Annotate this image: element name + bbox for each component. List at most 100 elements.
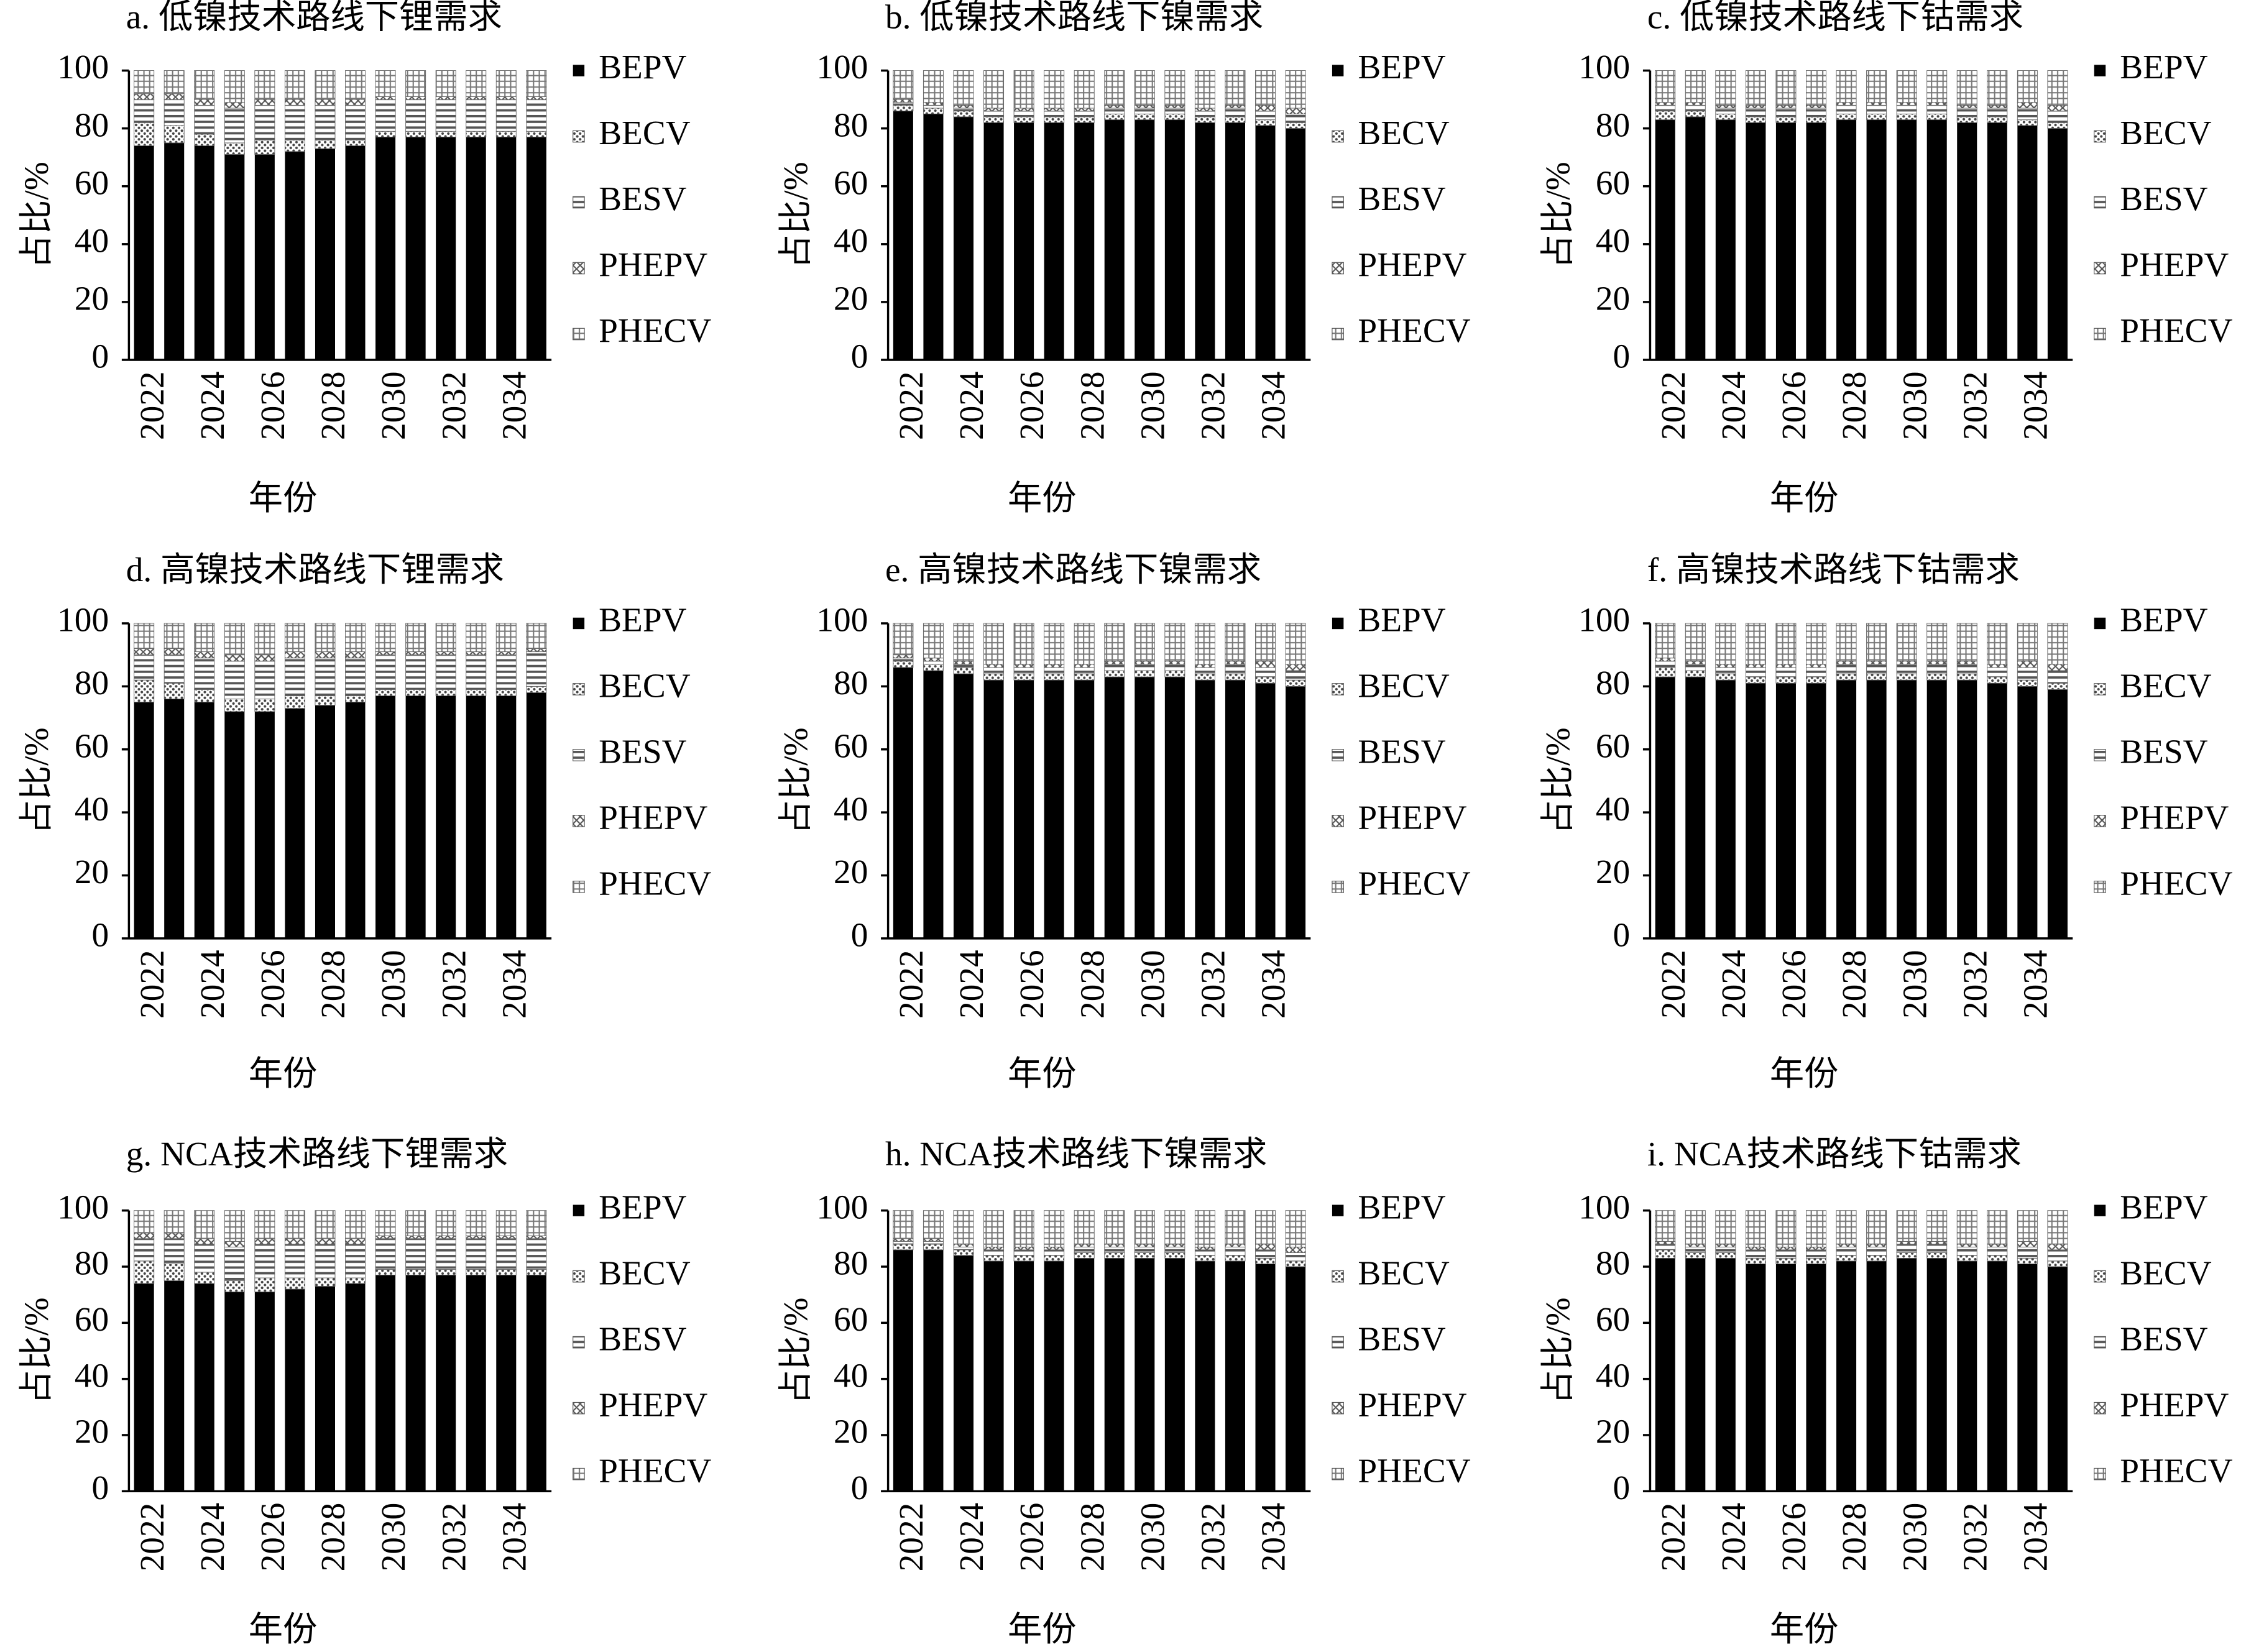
x-tick-label: 2030 <box>374 950 412 1019</box>
bar-segment <box>1896 1244 1917 1253</box>
bar-segment <box>466 1235 487 1239</box>
bar-segment <box>284 1210 305 1239</box>
x-tick-label: 2024 <box>193 371 231 440</box>
legend-label: BESV <box>599 733 686 771</box>
bar-segment <box>1987 104 2008 109</box>
x-tick-label: 2032 <box>1956 371 1994 440</box>
bar-segment <box>1655 1210 1676 1242</box>
bar-segment <box>2017 102 2038 109</box>
bar-segment <box>134 93 155 100</box>
x-tick-label: 2032 <box>435 950 472 1019</box>
bar-segment <box>495 131 517 138</box>
bar-segment <box>1044 1210 1065 1247</box>
bar-segment <box>1715 664 1736 668</box>
bar-segment <box>1775 667 1797 677</box>
legend-swatch <box>1332 815 1344 827</box>
bar-segment <box>284 651 305 659</box>
bar-segment <box>526 1269 547 1276</box>
bar-segment <box>1104 113 1125 121</box>
bar-segment <box>254 711 275 938</box>
bar-segment <box>1044 680 1064 938</box>
bar-segment <box>436 137 456 360</box>
bar-segment <box>194 702 214 938</box>
bar-segment <box>1926 70 1948 103</box>
bar-segment <box>923 1210 944 1239</box>
bar-segment <box>1745 664 1766 668</box>
bar-segment <box>1013 70 1034 109</box>
y-tick-label: 100 <box>57 48 109 86</box>
legend-label: BECV <box>1358 114 1450 152</box>
bar-segment <box>495 1269 517 1276</box>
bar-segment <box>2017 661 2038 668</box>
y-tick-label: 60 <box>1596 727 1630 764</box>
bar-segment <box>2047 1210 2068 1245</box>
y-tick-label: 60 <box>1596 163 1630 201</box>
y-tick-label: 100 <box>57 601 109 639</box>
bar-segment <box>1255 1244 1276 1250</box>
bar-segment <box>2047 664 2068 671</box>
y-tick-label: 100 <box>816 1188 868 1226</box>
bar-segment <box>1135 677 1155 938</box>
bar-segment <box>224 1246 245 1282</box>
x-tick-label: 2022 <box>1654 950 1692 1019</box>
bar-segment <box>1987 1244 2008 1247</box>
bar-segment <box>224 654 245 662</box>
bar-segment <box>526 692 546 938</box>
bar-segment <box>1897 1258 1917 1492</box>
bar-segment <box>923 664 944 671</box>
bar-segment <box>496 137 517 360</box>
bar-segment <box>1957 122 1977 360</box>
y-axis-label: 占比/% <box>776 727 814 834</box>
bar-segment <box>1104 70 1125 106</box>
bar-segment <box>1013 116 1034 123</box>
bar-segment <box>284 139 305 152</box>
bar-segment <box>923 70 944 103</box>
legend-swatch <box>573 328 585 341</box>
bar-segment <box>1745 1246 1766 1250</box>
bar-segment <box>1655 658 1676 662</box>
bar-segment <box>1806 104 1826 109</box>
bar-segment <box>315 149 335 360</box>
bar-segment <box>495 1210 517 1236</box>
bar-segment <box>1104 670 1125 677</box>
bar-segment <box>1836 680 1857 938</box>
x-tick-label: 2032 <box>435 371 472 440</box>
bar-segment <box>134 1238 155 1262</box>
bar-segment <box>1896 664 1917 674</box>
bar-segment <box>2017 686 2038 938</box>
bar-segment <box>1775 676 1797 684</box>
bar-segment <box>405 70 426 97</box>
bar-segment <box>194 1238 215 1245</box>
legend-swatch <box>573 815 585 827</box>
x-tick-label: 2022 <box>133 371 171 440</box>
bar-segment <box>526 686 547 693</box>
y-axis-label: 占比/% <box>776 162 814 268</box>
bar-segment <box>1746 1264 1766 1492</box>
legend-swatch <box>1332 65 1344 76</box>
bar-segment <box>526 623 547 649</box>
y-tick-label: 0 <box>851 1469 868 1507</box>
bar-segment <box>345 104 366 140</box>
panel: c. 低镍技术路线下钴需求 0 20 40 60 80 100 2022 2024 2026 202… <box>1539 0 2232 517</box>
x-axis-label: 年份 <box>249 1055 318 1093</box>
bar-segment <box>1806 676 1826 684</box>
bar-segment <box>375 131 396 138</box>
bar-segment <box>1715 623 1736 665</box>
bar-segment <box>345 658 366 697</box>
bar-segment <box>1715 108 1736 114</box>
bar-segment <box>1044 116 1065 123</box>
y-tick-label: 80 <box>75 664 109 702</box>
bar-segment <box>375 654 396 690</box>
bar-segment <box>405 654 426 690</box>
bar-segment <box>495 70 517 97</box>
bar-segment <box>284 1238 305 1245</box>
bar-segment <box>923 102 944 106</box>
bar-segment <box>953 661 974 665</box>
bar-segment <box>1013 108 1034 112</box>
bar-segment <box>1685 1210 1706 1245</box>
bar-segment <box>466 1210 487 1236</box>
bar-segment <box>134 702 154 938</box>
bar-segment <box>134 654 155 681</box>
bar-segment <box>254 104 275 140</box>
x-tick-label: 2028 <box>1073 1503 1111 1572</box>
